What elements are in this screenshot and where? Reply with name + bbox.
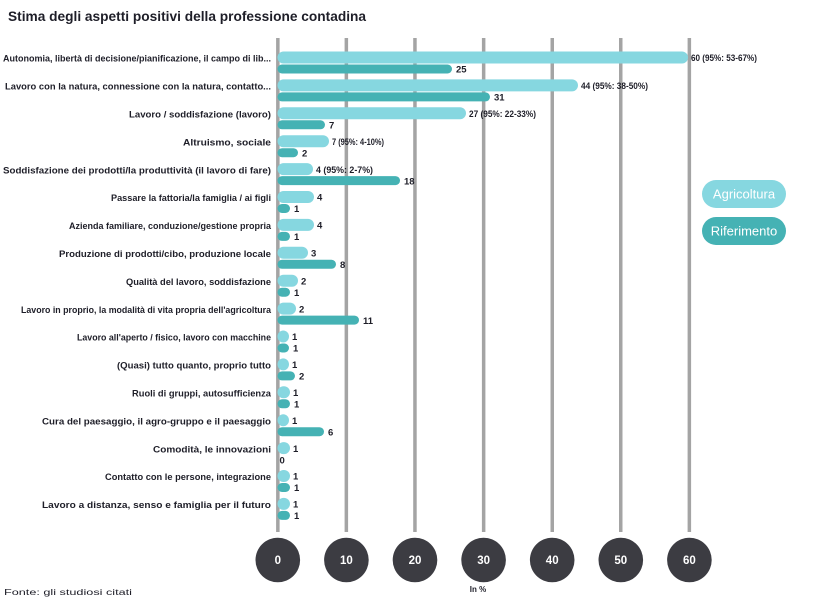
svg-text:60 (95%: 53-67%): 60 (95%: 53-67%) <box>691 53 757 64</box>
svg-text:Contatto con le persone, integ: Contatto con le persone, integrazione <box>105 472 271 483</box>
svg-text:1: 1 <box>292 332 298 343</box>
svg-text:25: 25 <box>456 65 467 76</box>
svg-text:Comodità, le innovazioni: Comodità, le innovazioni <box>153 444 271 455</box>
svg-text:44 (95%: 38-50%): 44 (95%: 38-50%) <box>581 81 648 92</box>
svg-text:7: 7 <box>329 121 334 132</box>
svg-text:Stima degli aspetti positivi d: Stima degli aspetti positivi della profe… <box>8 9 366 24</box>
svg-text:27 (95%: 22-33%): 27 (95%: 22-33%) <box>469 109 536 120</box>
svg-text:1: 1 <box>292 360 298 371</box>
svg-text:1: 1 <box>294 511 300 522</box>
svg-text:60: 60 <box>683 555 696 567</box>
svg-text:Soddisfazione dei prodotti/la: Soddisfazione dei prodotti/la produttivi… <box>3 165 271 176</box>
svg-text:10: 10 <box>340 555 353 567</box>
svg-text:6: 6 <box>328 427 333 438</box>
svg-text:1: 1 <box>293 472 299 483</box>
svg-text:Autonomia, libertà di decision: Autonomia, libertà di decisione/pianific… <box>3 54 271 65</box>
svg-text:2: 2 <box>299 304 304 315</box>
svg-text:50: 50 <box>614 555 627 567</box>
svg-text:3: 3 <box>311 249 316 260</box>
svg-text:Azienda familiare, conduzione/: Azienda familiare, conduzione/gestione p… <box>69 221 272 232</box>
svg-text:0: 0 <box>275 555 281 567</box>
svg-text:1: 1 <box>294 288 300 299</box>
svg-text:1: 1 <box>294 483 300 494</box>
svg-text:8: 8 <box>340 260 345 271</box>
svg-text:11: 11 <box>363 316 374 327</box>
svg-text:Lavoro in proprio, la modalità: Lavoro in proprio, la modalità di vita p… <box>21 305 272 316</box>
svg-text:Qualità del lavoro, soddisfazi: Qualità del lavoro, soddisfazione <box>126 277 271 288</box>
svg-text:Ruoli di gruppi, autosufficien: Ruoli di gruppi, autosufficienza <box>132 389 272 400</box>
svg-text:1: 1 <box>292 416 298 427</box>
svg-text:1: 1 <box>293 444 299 455</box>
svg-text:Lavoro con la natura, connessi: Lavoro con la natura, connessione con la… <box>5 82 271 93</box>
svg-text:In %: In % <box>470 585 486 594</box>
svg-text:Lavoro / soddisfazione (lavoro: Lavoro / soddisfazione (lavoro) <box>129 110 271 121</box>
svg-text:Lavoro all'aperto / fisico, la: Lavoro all'aperto / fisico, lavoro con m… <box>77 333 271 344</box>
svg-text:4: 4 <box>317 193 323 204</box>
svg-text:31: 31 <box>494 93 505 104</box>
svg-text:1: 1 <box>293 500 299 511</box>
svg-text:4: 4 <box>317 221 323 232</box>
svg-text:Passare la fattoria/la famigli: Passare la fattoria/la famiglia / ai fig… <box>111 193 271 204</box>
svg-text:20: 20 <box>409 555 422 567</box>
svg-text:Lavoro a distanza, senso e fam: Lavoro a distanza, senso e famiglia per … <box>42 500 271 511</box>
svg-text:Agricoltura: Agricoltura <box>713 187 776 202</box>
svg-text:Cura del paesaggio, il agro-gr: Cura del paesaggio, il agro-gruppo e il … <box>42 416 271 427</box>
svg-text:2: 2 <box>299 372 304 383</box>
svg-text:1: 1 <box>294 204 300 215</box>
svg-text:2: 2 <box>302 148 307 159</box>
svg-text:1: 1 <box>294 232 300 243</box>
svg-text:Fonte: gli studiosi citati: Fonte: gli studiosi citati <box>4 588 132 597</box>
svg-text:Riferimento: Riferimento <box>711 224 777 239</box>
svg-text:Altruismo, sociale: Altruismo, sociale <box>183 137 271 148</box>
svg-text:(Quasi) tutto quanto, proprio: (Quasi) tutto quanto, proprio tutto <box>117 361 271 372</box>
svg-text:18: 18 <box>404 176 415 187</box>
svg-text:40: 40 <box>546 555 559 567</box>
svg-text:Produzione di prodotti/cibo, p: Produzione di prodotti/cibo, produzione … <box>59 249 271 260</box>
svg-text:2: 2 <box>301 276 306 287</box>
svg-text:1: 1 <box>294 400 300 411</box>
svg-text:1: 1 <box>293 344 299 355</box>
svg-text:0: 0 <box>280 455 285 466</box>
svg-text:7 (95%: 4-10%): 7 (95%: 4-10%) <box>332 137 384 148</box>
svg-text:30: 30 <box>477 555 490 567</box>
svg-text:1: 1 <box>293 388 299 399</box>
svg-text:4 (95%: 2-7%): 4 (95%: 2-7%) <box>316 165 373 176</box>
